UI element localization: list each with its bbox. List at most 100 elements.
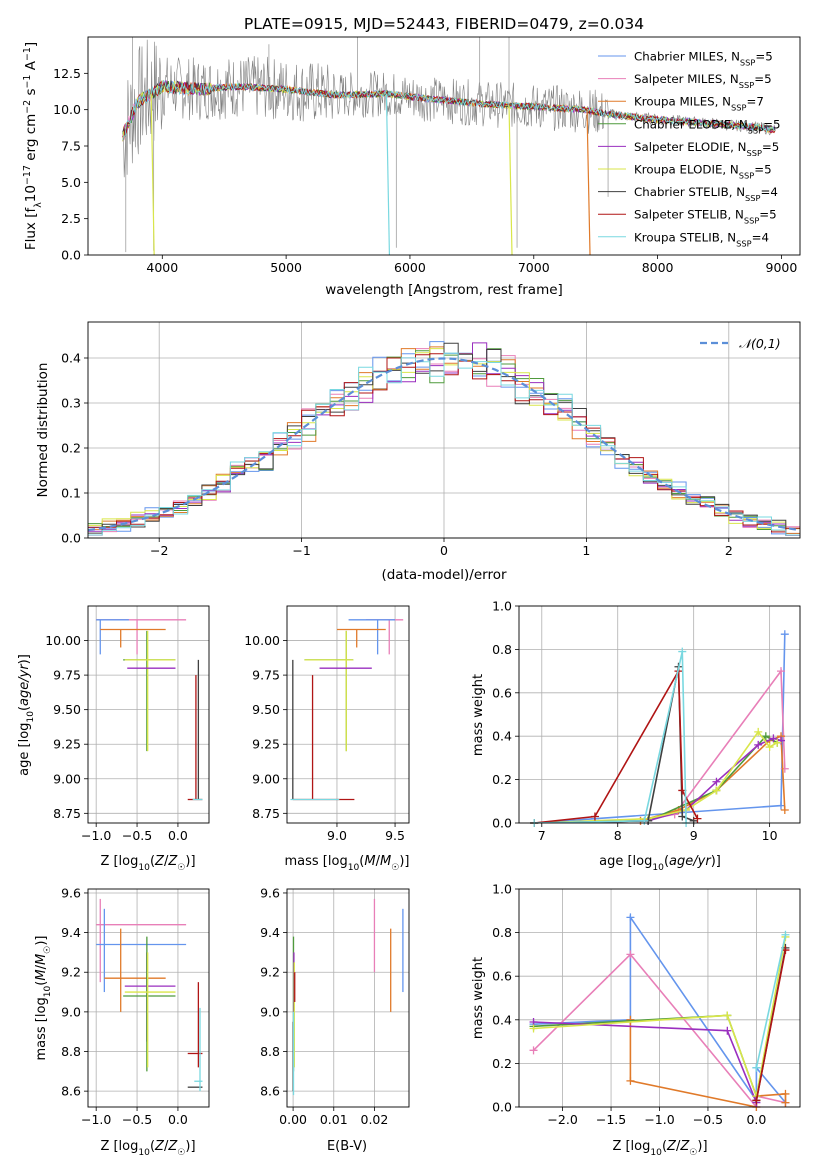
y-tick-label: 8.6	[61, 1084, 81, 1099]
y-tick-label: 9.2	[61, 965, 81, 980]
weight-marker-kroupa-elodie	[754, 727, 763, 736]
y-tick-label: 0.0	[61, 248, 81, 263]
legend-label: Salpeter STELIB, NSSP=5	[634, 208, 777, 226]
residuals-y-label: Normed distribution	[35, 363, 51, 498]
y-tick-label: 0.3	[61, 396, 81, 411]
x-tick-label: 9000	[766, 260, 798, 275]
residuals-frame	[87, 321, 801, 539]
x-tick-label: −2	[150, 543, 168, 558]
x-tick-label: 0.0	[168, 1112, 188, 1127]
weight-line-chabrier-miles	[534, 634, 786, 823]
legend-label: Kroupa ELODIE, NSSP=5	[634, 163, 772, 181]
weight-line-salpeter-stelib	[755, 949, 787, 1101]
x-tick-label: 2	[725, 543, 733, 558]
legend-label: Kroupa MILES, NSSP=7	[634, 95, 764, 113]
model-line-salpeter-stelib	[122, 80, 776, 141]
y-tick-label: 12.5	[53, 66, 81, 81]
y-tick-label: 9.0	[260, 1004, 280, 1019]
y-tick-label: 7.5	[61, 139, 81, 154]
x-tick-label: 9.0	[327, 828, 347, 843]
y-tick-label: 9.75	[252, 668, 280, 683]
y-tick-label: 0.0	[492, 1100, 512, 1115]
y-tick-label: 0.8	[492, 642, 512, 657]
y-tick-label: 9.6	[260, 885, 280, 900]
y-tick-label: 8.8	[260, 1044, 280, 1059]
age-vs-z-y-label: age [log10(age/yr)]	[17, 654, 36, 776]
mass_vs_z-axes: −1.0 −0.5 0.0 8.6 8.8 9.0 9.2 9.4 9.6	[61, 885, 209, 1127]
weight-marker-salpeter-stelib	[590, 812, 599, 821]
spectrum-legend: Chabrier MILES, NSSP=5 Salpeter MILES, NS…	[598, 50, 781, 248]
x-tick-label: 7000	[518, 260, 550, 275]
weight-marker-kroupa-miles	[781, 1098, 790, 1107]
weight-marker-kroupa-elodie	[723, 1011, 732, 1020]
weight-line-kroupa-elodie	[533, 936, 787, 1100]
y-tick-label: 9.6	[61, 885, 81, 900]
y-tick-label: 0.6	[492, 969, 512, 984]
y-tick-label: 0.2	[492, 1056, 512, 1071]
y-tick-label: 0.0	[61, 531, 81, 546]
legend-label: Salpeter MILES, NSSP=5	[634, 72, 772, 90]
y-tick-label: 1.0	[492, 599, 512, 614]
model-dropout	[508, 105, 513, 255]
residuals-axes: −2 −1 0 1 2 0.0 0.1 0.2 0.3 0.4	[61, 322, 800, 558]
y-tick-label: 9.50	[252, 702, 280, 717]
y-tick-label: 0.4	[492, 1012, 512, 1027]
x-tick-label: 0.01	[320, 1112, 348, 1127]
y-tick-label: 0.6	[492, 685, 512, 700]
weight-vs-age-y-label: mass weight	[471, 674, 486, 756]
weight-line-salpeter-miles	[532, 953, 786, 1107]
weight-marker-salpeter-elodie	[769, 734, 778, 743]
y-tick-label: 9.25	[252, 737, 280, 752]
weight-vs-age-x-label: age [log10(age/yr)]	[599, 854, 721, 873]
x-tick-label: 0.0	[168, 828, 188, 843]
age_vs_mass-frame	[286, 605, 410, 824]
y-tick-label: 9.4	[260, 925, 280, 940]
weight-marker-salpeter-elodie	[712, 777, 721, 786]
weight-line-kroupa-stelib	[755, 934, 787, 1068]
figure-title: PLATE=0915, MJD=52443, FIBERID=0479, z=0…	[244, 15, 644, 33]
legend-label: Chabrier MILES, NSSP=5	[634, 50, 773, 68]
y-tick-label: 0.8	[492, 925, 512, 940]
spectrum-frame	[87, 36, 801, 256]
x-tick-label: −0.5	[693, 1112, 723, 1127]
weight-marker-chabrier-stelib	[678, 812, 687, 821]
age_vs_mass-axes: 9.0 9.5 8.75 9.00 9.25 9.50 9.75 10.00	[244, 606, 409, 843]
x-tick-label: −0.5	[122, 1112, 152, 1127]
weight-marker-kroupa-miles	[781, 1089, 790, 1098]
age_vs_z-frame	[87, 605, 210, 824]
age-vs-z-x-label: Z [log10(Z/Z☉)]	[100, 854, 195, 873]
mass-vs-ebv-x-label: E(B-V)	[327, 1139, 367, 1154]
x-tick-label: 5000	[270, 260, 302, 275]
x-tick-label: 8	[614, 828, 622, 843]
legend-label: Chabrier STELIB, NSSP=4	[634, 185, 778, 203]
y-tick-label: 0.2	[61, 441, 81, 456]
weight-line-kroupa-elodie	[534, 730, 778, 823]
x-tick-label: 4000	[146, 260, 178, 275]
y-tick-label: 8.75	[53, 806, 81, 821]
y-tick-label: 8.75	[252, 806, 280, 821]
age-vs-mass-x-label: mass [log10(M/M☉)]	[285, 854, 410, 873]
y-tick-label: 9.2	[260, 965, 280, 980]
x-tick-label: −1	[292, 543, 310, 558]
weight-marker-kroupa-stelib	[781, 930, 790, 939]
mass-vs-z-y-label: mass [log10(M/M☉)]	[34, 936, 53, 1061]
legend-label: Kroupa STELIB, NSSP=4	[634, 230, 769, 248]
weight-marker-kroupa-elodie	[773, 738, 782, 747]
x-tick-label: −1.5	[596, 1112, 626, 1127]
y-tick-label: 9.50	[53, 702, 81, 717]
model-dropout	[385, 93, 391, 255]
y-tick-label: 0.4	[492, 729, 512, 744]
weight-marker-kroupa-elodie	[712, 786, 721, 795]
mass_vs_z-frame	[87, 888, 210, 1108]
weight-marker-salpeter-miles	[529, 1046, 538, 1055]
weight-marker-salpeter-miles	[626, 950, 635, 959]
x-tick-label: 9.5	[385, 828, 405, 843]
y-tick-label: 10.0	[53, 102, 81, 117]
y-tick-label: 10.00	[45, 633, 81, 648]
spectrum-y-label: Flux [fλ10−17 erg cm−2 s−1 A−1]	[22, 42, 44, 250]
x-tick-label: 1	[582, 543, 590, 558]
y-tick-label: 10.00	[244, 633, 280, 648]
weight-line-kroupa-stelib	[534, 651, 687, 823]
x-tick-label: 0.0	[746, 1112, 766, 1127]
